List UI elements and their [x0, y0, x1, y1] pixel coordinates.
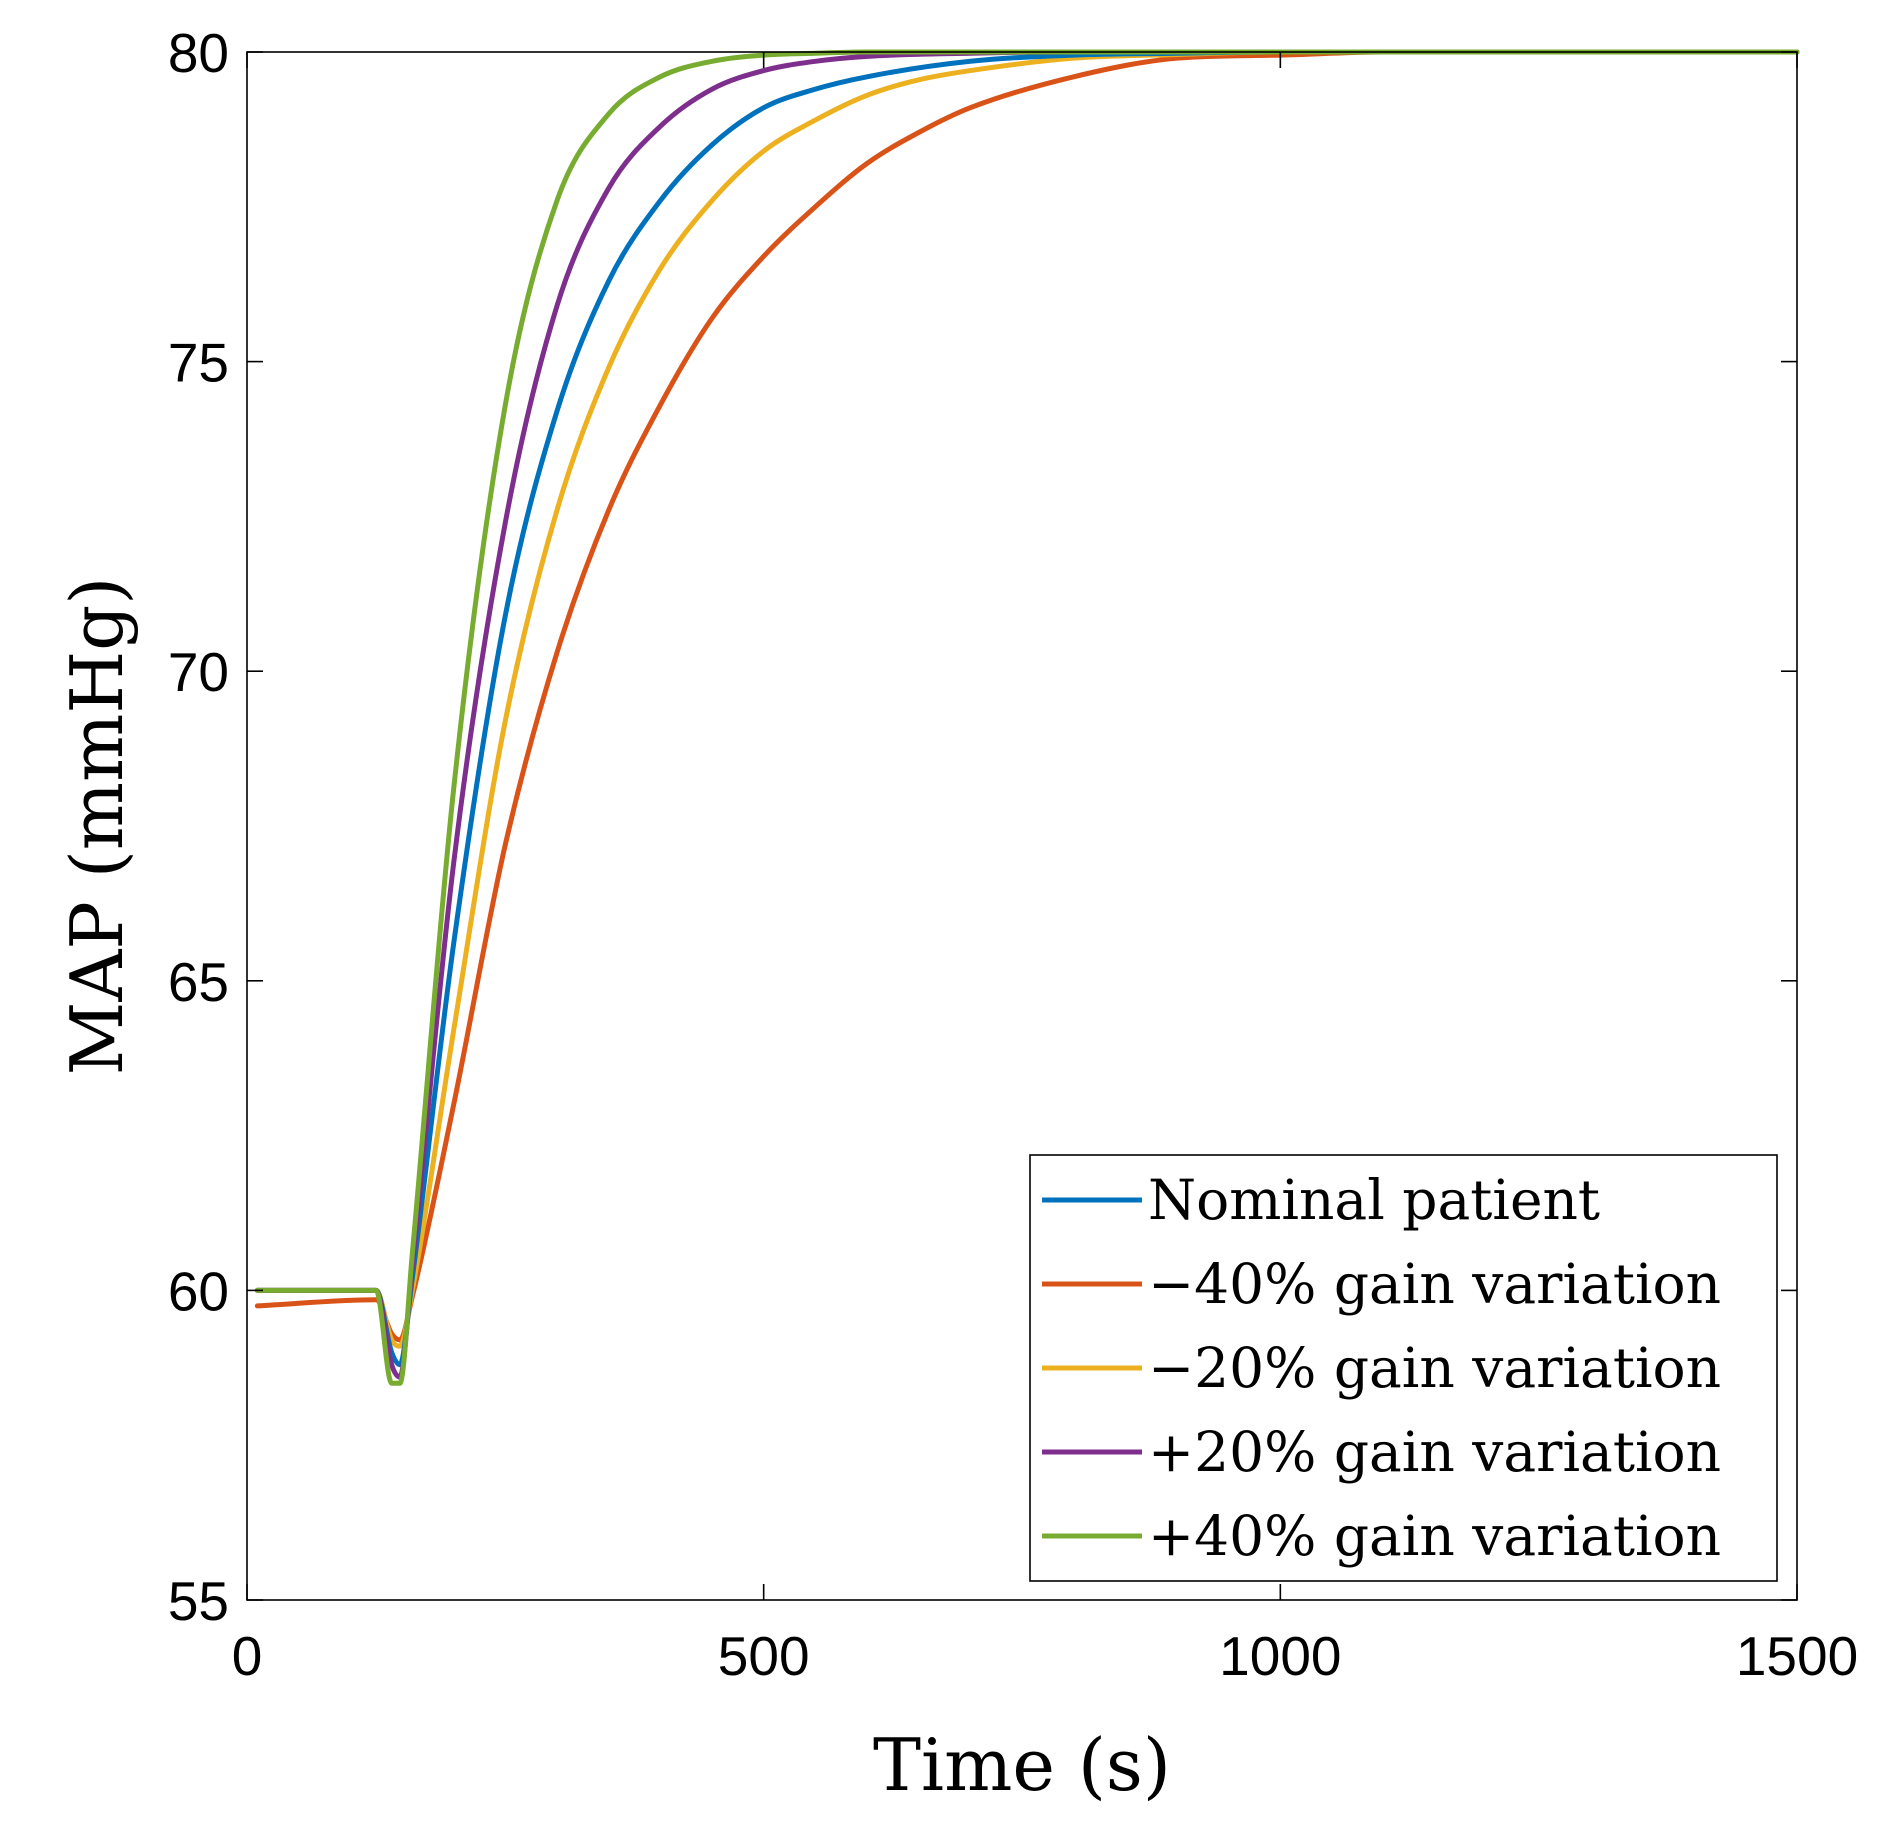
y-tick-label: 55: [168, 1570, 229, 1632]
x-tick-label: 0: [232, 1625, 263, 1687]
y-tick-label: 80: [168, 22, 229, 84]
legend-label-4: +40% gain variation: [1148, 1504, 1721, 1568]
x-tick-label: 500: [718, 1625, 810, 1687]
x-tick-label: 1500: [1736, 1625, 1858, 1687]
legend-box: [1029, 1154, 1778, 1582]
x-tick-label: 1000: [1219, 1625, 1341, 1687]
y-tick-label: 70: [168, 641, 229, 703]
y-tick-label: 75: [168, 332, 229, 394]
legend: Nominal patient −40% gain variation −20% g…: [1029, 1154, 1778, 1582]
tick-layer: 0 500 1000 1500 55 60 65 70 75 80: [168, 22, 1858, 1687]
legend-label-2: −20% gain variation: [1148, 1336, 1721, 1400]
x-axis-label: Time (s): [873, 1723, 1171, 1807]
y-tick-label: 65: [168, 951, 229, 1013]
y-axis-label: MAP (mmHg): [55, 577, 139, 1076]
plot-frame: [246, 51, 1798, 1601]
legend-label-3: +20% gain variation: [1148, 1420, 1721, 1484]
y-tick-label: 60: [168, 1260, 229, 1322]
legend-label-0: Nominal patient: [1148, 1168, 1600, 1232]
legend-label-1: −40% gain variation: [1148, 1252, 1721, 1316]
